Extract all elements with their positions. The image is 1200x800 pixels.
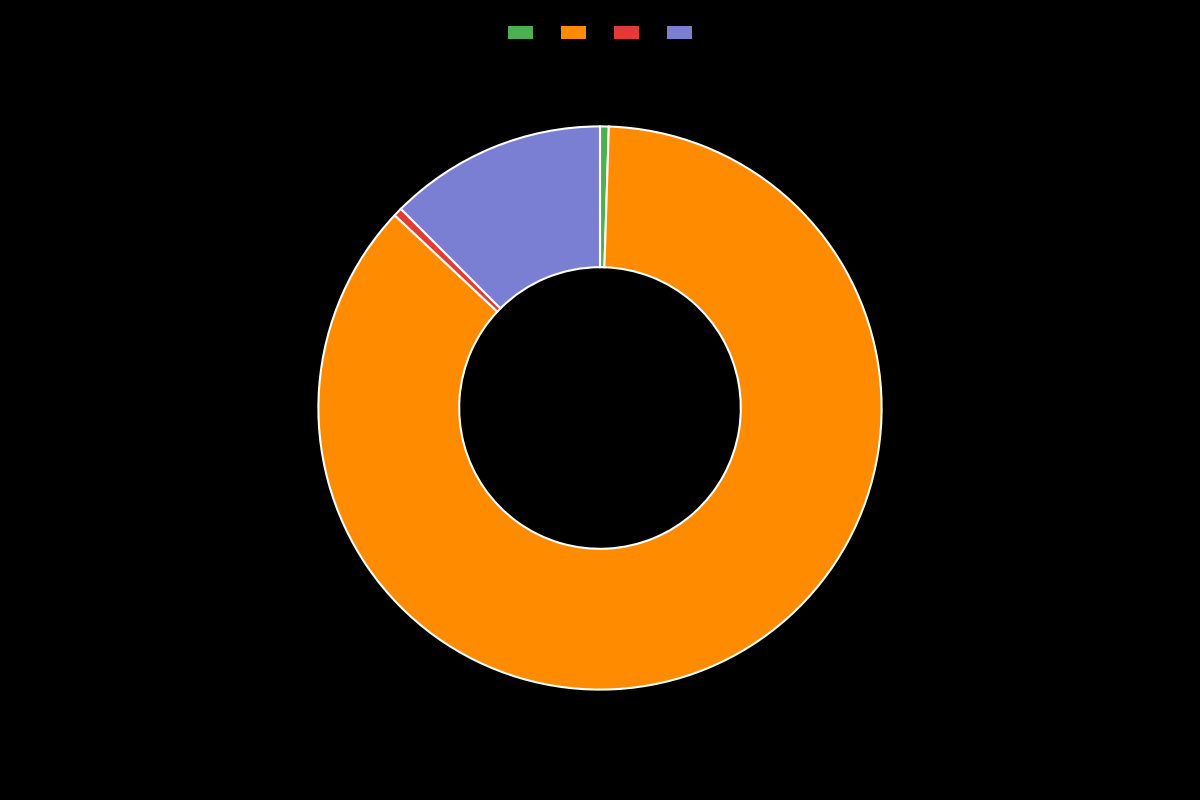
Legend: , , , : , , ,: [503, 21, 697, 46]
Wedge shape: [401, 126, 600, 309]
Wedge shape: [600, 126, 608, 267]
Wedge shape: [395, 209, 500, 312]
Wedge shape: [318, 126, 882, 690]
